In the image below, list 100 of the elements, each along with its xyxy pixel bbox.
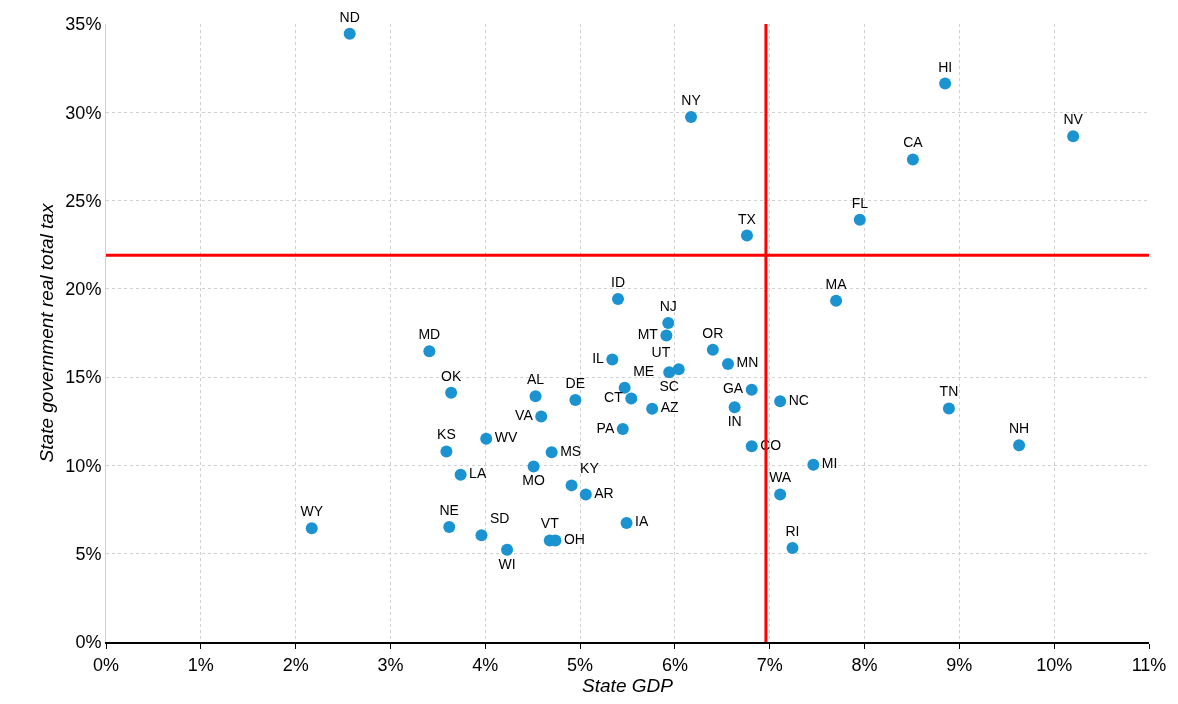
point xyxy=(440,445,453,458)
point xyxy=(443,521,456,534)
point xyxy=(606,353,619,366)
point xyxy=(774,395,787,408)
x-tick-label: 6% xyxy=(661,654,688,675)
point xyxy=(672,363,685,376)
point xyxy=(807,458,820,471)
series-label: GA xyxy=(722,380,744,397)
point xyxy=(569,394,582,407)
series-label: AR xyxy=(594,484,614,501)
x-tick-label: 8% xyxy=(851,654,878,675)
y-axis-title: State government real total tax xyxy=(36,202,58,463)
series-label: KS xyxy=(437,426,456,443)
point xyxy=(501,543,514,556)
y-tick-label: 25% xyxy=(65,190,102,211)
y-tick-label: 5% xyxy=(75,544,102,565)
point xyxy=(620,516,633,529)
series-label: CT xyxy=(604,389,624,406)
point xyxy=(745,383,758,396)
point xyxy=(853,213,866,226)
series-label: ID xyxy=(611,273,626,290)
y-tick-label: 30% xyxy=(65,102,102,123)
y-tick-label: 20% xyxy=(65,279,102,300)
y-tick-label: 35% xyxy=(65,14,102,35)
x-tick-label: 2% xyxy=(282,654,309,675)
series-label: ME xyxy=(633,362,655,379)
series-label: WA xyxy=(769,469,792,486)
series-label: MN xyxy=(736,354,759,371)
series-label: NJ xyxy=(659,298,677,315)
series-label: NY xyxy=(681,92,702,109)
point xyxy=(529,390,542,403)
point xyxy=(454,468,467,481)
series-label: ND xyxy=(339,8,360,25)
series-label: VT xyxy=(540,515,560,532)
point xyxy=(660,329,673,342)
point xyxy=(740,229,753,242)
x-tick-label: 1% xyxy=(187,654,214,675)
x-tick-label: 11% xyxy=(1131,654,1167,675)
series-label: SD xyxy=(489,510,510,527)
y-tick-label: 0% xyxy=(75,632,102,653)
series-label: FL xyxy=(851,194,869,211)
point xyxy=(545,446,558,459)
point xyxy=(625,392,638,405)
x-tick-label: 3% xyxy=(377,654,404,675)
point xyxy=(343,27,356,40)
series-label: DE xyxy=(565,375,586,392)
series-label: TN xyxy=(939,383,959,400)
x-tick-label: 7% xyxy=(756,654,783,675)
point xyxy=(565,479,578,492)
series-label: CA xyxy=(903,134,924,151)
series-label: PA xyxy=(596,419,615,436)
point xyxy=(706,343,719,356)
series-label: MO xyxy=(522,472,546,489)
series-label: OR xyxy=(702,324,724,341)
point xyxy=(579,488,592,501)
point xyxy=(616,423,629,436)
x-tick-label: 9% xyxy=(946,654,973,675)
series-label: MA xyxy=(825,275,848,292)
series-label: OK xyxy=(441,367,462,384)
point xyxy=(663,366,676,379)
series-label: WV xyxy=(494,429,518,446)
series-label: SC xyxy=(659,378,679,395)
point xyxy=(535,410,548,423)
x-tick-label: 0% xyxy=(92,654,120,675)
point xyxy=(1067,130,1080,143)
point xyxy=(612,292,625,305)
y-tick-label: 15% xyxy=(65,367,102,388)
point xyxy=(942,402,955,415)
series-label: WI xyxy=(498,555,516,572)
series-label: MI xyxy=(821,455,838,472)
point xyxy=(305,522,318,535)
series-label: HI xyxy=(938,58,953,75)
series-label: AZ xyxy=(660,399,679,416)
series-label: TX xyxy=(738,210,757,227)
series-label: MT xyxy=(637,325,659,342)
point xyxy=(662,317,675,330)
series-label: NC xyxy=(788,391,809,408)
series-label: WY xyxy=(300,503,324,520)
point xyxy=(774,488,787,501)
series-label: MS xyxy=(560,442,582,459)
point xyxy=(646,402,659,415)
point xyxy=(786,542,799,555)
series-label: VA xyxy=(515,407,534,424)
series-label: NH xyxy=(1008,420,1030,437)
series-label: NV xyxy=(1063,111,1084,128)
series-label: AL xyxy=(526,371,545,388)
point xyxy=(939,77,952,90)
series-label: OH xyxy=(563,530,585,547)
series-label: IL xyxy=(592,349,605,366)
point xyxy=(475,529,488,542)
point xyxy=(423,345,436,358)
series-label: IN xyxy=(727,413,742,430)
series-label: NE xyxy=(439,502,459,519)
x-tick-label: 4% xyxy=(472,654,499,675)
point xyxy=(745,440,758,453)
x-tick-label: 5% xyxy=(567,654,594,675)
point xyxy=(445,386,458,399)
series-label: KY xyxy=(580,460,600,477)
series-label: MD xyxy=(418,326,441,343)
series-label: IA xyxy=(635,513,649,530)
